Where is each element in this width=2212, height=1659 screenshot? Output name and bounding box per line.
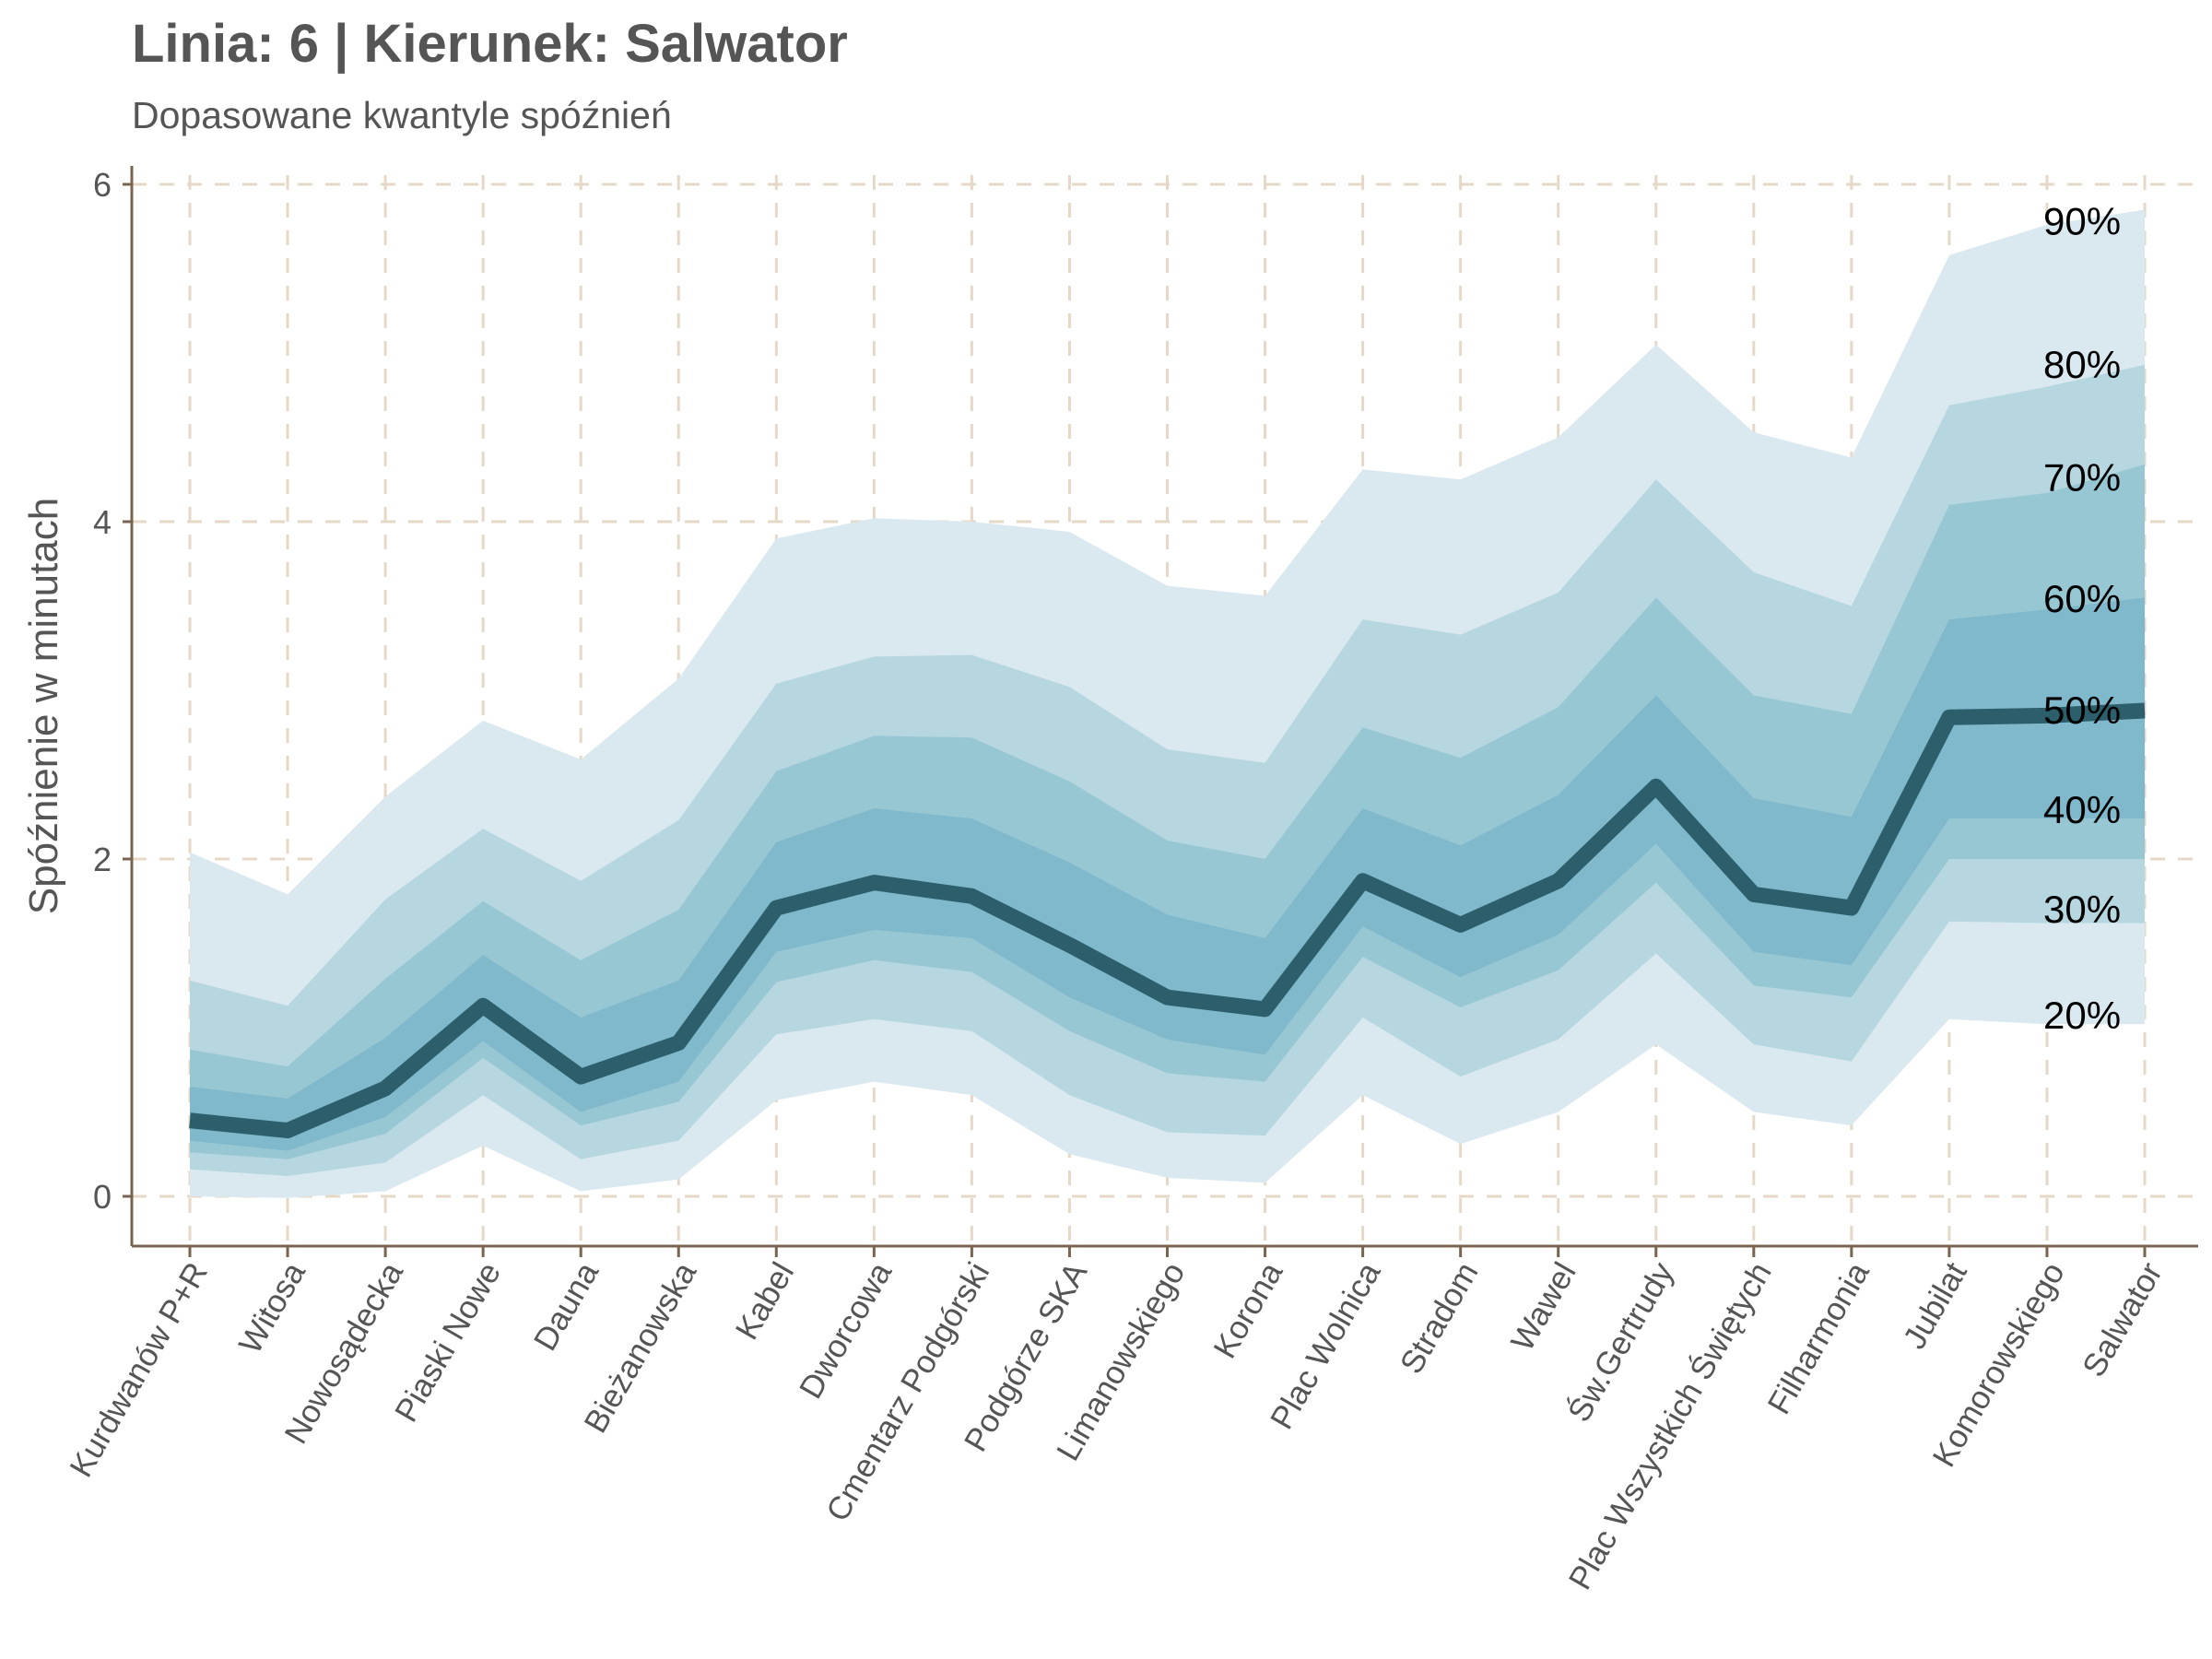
band-labels: 90% 80% 70% 60% 50% 40% 30% 20% <box>2043 199 2121 1037</box>
x-tick-label: Salwator <box>2076 1256 2170 1383</box>
x-tick-label: Plac Wszystkich Świętych <box>1561 1256 1779 1596</box>
x-tick-label: Dworcowa <box>793 1256 900 1405</box>
band-label: 60% <box>2043 577 2121 620</box>
quantile-bands <box>190 209 2145 1198</box>
chart-subtitle: Dopasowane kwantyle spóźnień <box>132 94 672 136</box>
y-axis-ticks: 0 2 4 6 <box>93 166 132 1216</box>
chart-title: Linia: 6 | Kierunek: Salwator <box>132 14 848 74</box>
band-label: 70% <box>2043 455 2121 499</box>
median-series <box>189 702 2146 1139</box>
y-tick-label: 6 <box>93 166 112 204</box>
x-tick-label: Dauna <box>527 1256 606 1357</box>
axes <box>130 166 2198 1248</box>
band-label: 80% <box>2043 343 2121 386</box>
band-label: 20% <box>2043 994 2121 1037</box>
median-line <box>189 702 2146 1139</box>
band-60pct <box>190 597 2145 1151</box>
y-axis-label: Spóźnienie w minutach <box>21 498 66 914</box>
x-tick-label: Wawel <box>1504 1256 1583 1357</box>
x-tick-label: Jubilat <box>1896 1256 1973 1355</box>
y-tick-label: 0 <box>93 1178 112 1216</box>
band-label: 30% <box>2043 888 2121 931</box>
x-tick-label: Stradom <box>1394 1256 1486 1380</box>
y-tick-label: 4 <box>93 503 112 541</box>
band-label: 50% <box>2043 688 2121 732</box>
band-label: 40% <box>2043 788 2121 831</box>
x-tick-label: Witosa <box>232 1256 313 1360</box>
y-tick-label: 2 <box>93 841 112 878</box>
x-tick-label: Filharmonia <box>1761 1256 1877 1420</box>
x-tick-label: Korona <box>1206 1256 1289 1365</box>
x-tick-label: Kurdwanów P+R <box>63 1256 215 1483</box>
band-label: 90% <box>2043 199 2121 242</box>
x-tick-label: Piaski Nowe <box>388 1256 508 1428</box>
x-tick-label: Kabel <box>729 1256 802 1346</box>
